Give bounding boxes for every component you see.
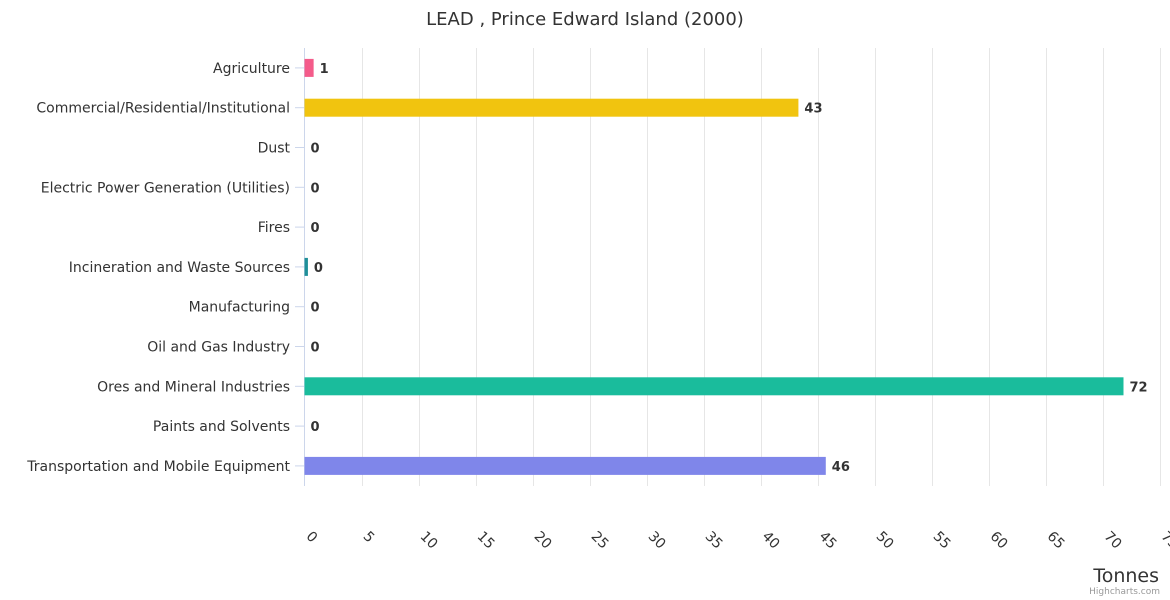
- category-labels: Agriculture Commercial/Residential/Instit…: [26, 61, 305, 475]
- x-tick-label: 65: [1044, 529, 1068, 553]
- bars: [304, 58, 1124, 475]
- data-label: 0: [311, 420, 320, 435]
- data-label: 0: [311, 181, 320, 196]
- category-label: Commercial/Residential/Institutional: [36, 101, 290, 117]
- bar[interactable]: [304, 98, 799, 117]
- category-label: Oil and Gas Industry: [147, 340, 290, 356]
- x-tick-label: 40: [759, 529, 783, 553]
- x-tick-label: 60: [987, 529, 1011, 553]
- category-label: Dust: [258, 141, 291, 157]
- grid-lines: [362, 48, 1161, 486]
- x-tick-label: 10: [417, 529, 441, 553]
- bar[interactable]: [304, 456, 826, 475]
- data-label: 0: [314, 261, 323, 276]
- data-label: 43: [804, 102, 822, 117]
- x-axis-title: Tonnes: [1092, 565, 1159, 587]
- category-label: Manufacturing: [189, 300, 290, 316]
- x-tick-label: 75: [1158, 529, 1170, 553]
- category-label: Agriculture: [213, 61, 290, 77]
- category-label: Transportation and Mobile Equipment: [26, 459, 290, 475]
- data-label: 72: [1129, 380, 1147, 395]
- bar[interactable]: [304, 257, 308, 276]
- category-label: Incineration and Waste Sources: [69, 260, 290, 276]
- credits-text[interactable]: Highcharts.com: [1089, 587, 1160, 597]
- x-tick-label: 5: [360, 529, 378, 547]
- category-label: Electric Power Generation (Utilities): [41, 180, 290, 196]
- x-tick-label: 55: [930, 529, 954, 553]
- data-labels: 1 43 0 0 0 0 0 0 72 0 46: [311, 62, 1148, 475]
- x-tick-label: 20: [531, 529, 555, 553]
- x-tick-labels: 0 5 10 15 20 25 30 35 40 45 50 55 60 65 70 75: [303, 529, 1170, 553]
- x-tick-label: 35: [702, 529, 726, 553]
- data-label: 0: [311, 142, 320, 157]
- x-tick-label: 25: [588, 529, 612, 553]
- data-label: 1: [320, 62, 329, 77]
- category-label: Ores and Mineral Industries: [97, 379, 290, 395]
- x-tick-label: 30: [645, 529, 669, 553]
- data-label: 0: [311, 221, 320, 236]
- x-tick-label: 50: [873, 529, 897, 553]
- chart-title: LEAD , Prince Edward Island (2000): [426, 9, 744, 30]
- x-tick-label: 45: [816, 529, 840, 553]
- x-tick-label: 70: [1101, 529, 1125, 553]
- data-label: 0: [311, 341, 320, 356]
- data-label: 0: [311, 301, 320, 316]
- x-tick-label: 15: [474, 529, 498, 553]
- category-label: Paints and Solvents: [153, 419, 290, 435]
- category-label: Fires: [258, 220, 290, 236]
- x-tick-label: 0: [303, 529, 321, 547]
- data-label: 46: [832, 460, 850, 475]
- bar[interactable]: [304, 377, 1124, 396]
- bar[interactable]: [304, 58, 314, 77]
